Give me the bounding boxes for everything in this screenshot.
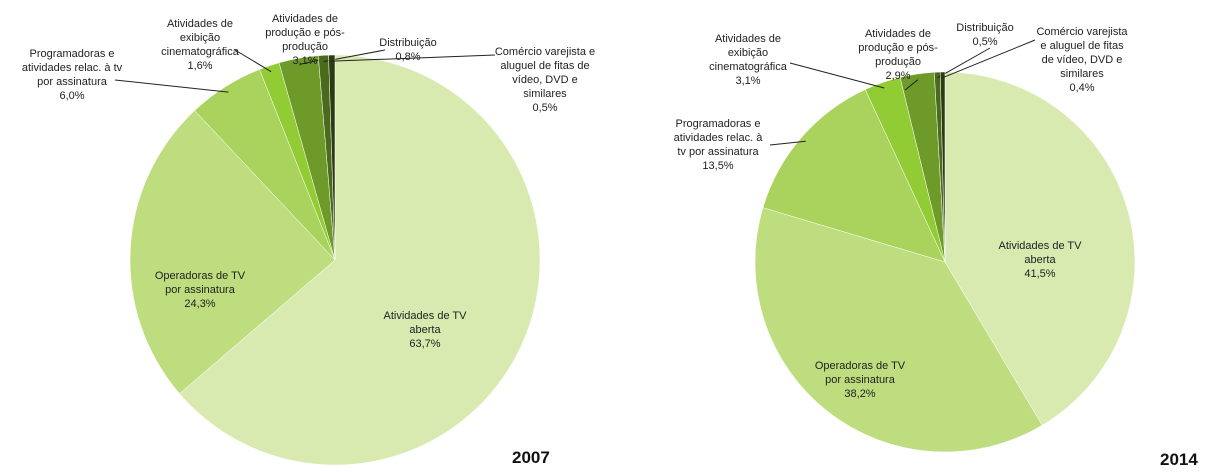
slice-value: 41,5% [1024,268,1056,280]
pie-slice [944,71,1136,426]
slice-value: 0,4% [1069,82,1095,94]
slice-value: 38,2% [844,388,876,400]
slice-label: Comércio varejista e aluguel de fitas de… [1036,25,1127,95]
slice-name: Programadoras e atividades relac. à tv p… [21,48,123,88]
slice-name: Programadoras e atividades relac. à tv p… [673,118,763,158]
slice-name: Comércio varejista e aluguel de fitas de… [1036,26,1128,80]
slice-value: 0,5% [532,102,558,114]
leader-line [789,62,885,89]
pie-slice [762,89,946,263]
slice-name: Comércio varejista e aluguel de fitas de… [494,46,596,100]
leader-line [769,140,806,146]
slice-label: Atividades de produção e pós- produção 2,… [858,27,938,83]
leader-line [904,79,919,91]
chart-title: 2007 [512,448,550,467]
slice-name: Atividades de TV aberta [383,310,467,336]
leader-line [234,49,272,73]
slice-value: 3,1% [735,75,761,87]
leader-line [942,39,1036,79]
slice-label: Atividades de exibição cinematográfica 3,… [709,32,787,88]
leader-line [299,59,321,65]
slice-label: Atividades de produção e pós- produção 3,… [265,12,345,68]
slice-label: Operadoras de TV por assinatura 38,2% [815,359,905,401]
slice-name: Operadoras de TV por assinatura [814,360,906,386]
slice-value: 1,6% [187,60,213,72]
slice-name: Atividades de produção e pós- produção [858,28,938,68]
slice-value: 2,9% [885,70,911,82]
slice-name: Atividades de produção e pós- produção [265,13,345,53]
slice-label: Distribuição 0,5% [956,21,1013,49]
slice-name: Operadoras de TV por assinatura [154,270,246,296]
pie-slice [129,110,336,394]
slice-label: Comércio varejista e aluguel de fitas de… [495,45,595,115]
slice-value: 13,5% [702,160,734,172]
pie-slice [754,207,1043,453]
slice-value: 24,3% [184,298,216,310]
slice-label: Atividades de TV aberta 41,5% [999,239,1082,281]
slice-label: Distribuição 0,8% [379,36,436,64]
leader-line [937,47,991,79]
leader-line [114,79,229,93]
slice-name: Distribuição [379,37,437,49]
pie-slice [179,54,541,466]
slice-label: Atividades de exibição cinematográfica 1,… [161,17,239,73]
slice-name: Atividades de TV aberta [998,240,1082,266]
slice-label: Operadoras de TV por assinatura 24,3% [155,269,245,311]
slice-value: 6,0% [59,90,85,102]
slice-value: 3,1% [292,55,318,67]
pie-slice [939,71,946,263]
slice-value: 0,8% [395,51,421,63]
leader-line [331,54,496,62]
slice-name: Atividades de exibição cinematográfica [709,33,787,73]
chart-title: 2014 [1160,450,1198,469]
slice-name: Atividades de exibição cinematográfica [161,18,239,58]
slice-label: Atividades de TV aberta 63,7% [384,309,467,351]
slice-value: 0,5% [972,36,998,48]
slice-name: Distribuição [956,22,1014,34]
slice-label: Programadoras e atividades relac. à tv p… [674,117,763,173]
pie-slice [328,54,336,261]
slice-label: Programadoras e atividades relac. à tv p… [22,47,122,103]
slice-value: 63,7% [409,338,441,350]
